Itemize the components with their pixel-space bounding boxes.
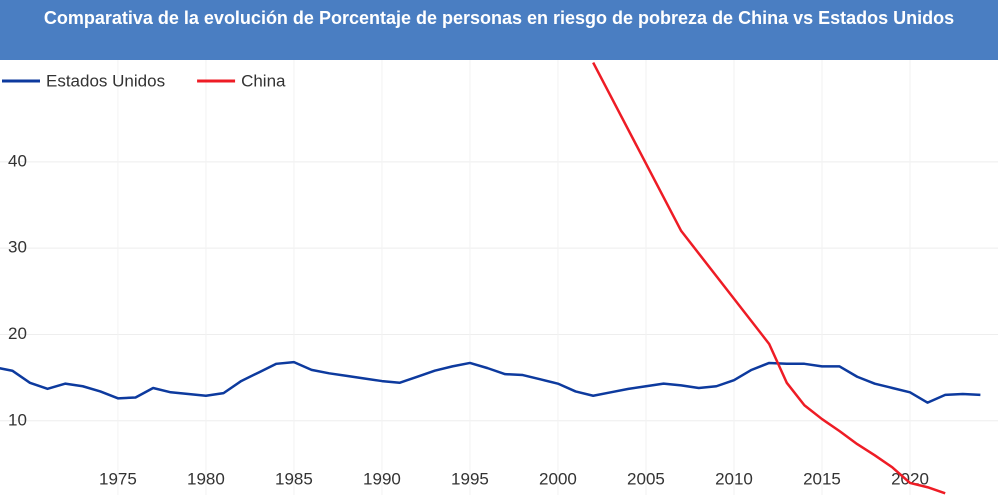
series-group [0, 62, 981, 495]
x-tick-label: 1990 [363, 469, 401, 488]
line [592, 62, 946, 495]
chart-title: Comparativa de la evolución de Porcentaj… [0, 0, 998, 60]
x-tick-label: 2005 [627, 469, 665, 488]
x-tick-label: 2015 [803, 469, 841, 488]
y-tick-label: 30 [8, 238, 27, 257]
y-tick-label: 40 [8, 151, 27, 170]
y-tick-label: 10 [8, 410, 27, 429]
legend-label: Estados Unidos [46, 71, 165, 90]
x-tick-label: 1985 [275, 469, 313, 488]
x-tick-label: 1980 [187, 469, 225, 488]
x-tick-label: 1975 [99, 469, 137, 488]
x-tick-label: 2000 [539, 469, 577, 488]
legend-label: China [241, 71, 286, 90]
x-tick-label: 1995 [451, 469, 489, 488]
x-tick-label: 2010 [715, 469, 753, 488]
y-tick-label: 20 [8, 324, 27, 343]
line [0, 360, 981, 404]
